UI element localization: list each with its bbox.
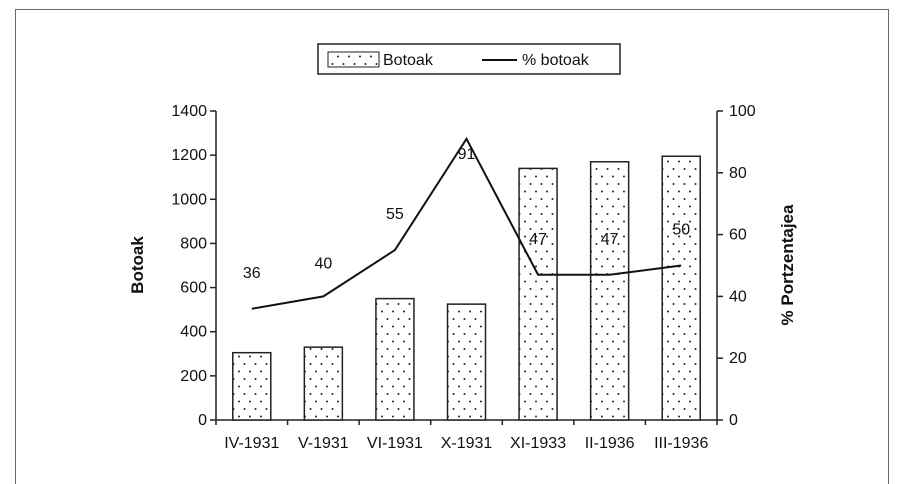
data-labels: 36 40 55 91 47 47 50 — [243, 146, 690, 282]
y-tick-label-right: 40 — [729, 288, 747, 305]
bar — [375, 297, 415, 421]
data-label: 47 — [601, 231, 619, 248]
data-label: 91 — [458, 146, 476, 163]
x-tick-label: III-1936 — [654, 435, 708, 452]
data-label: 50 — [672, 222, 690, 239]
x-ticks: IV-1931 V-1931 VI-1931 X-1931 XI-1933 II-1936… — [215, 420, 718, 452]
line-series — [251, 136, 682, 310]
bar — [446, 303, 487, 421]
bar — [661, 155, 701, 421]
chart-frame — [15, 9, 889, 484]
y-tick-label-left: 1000 — [171, 191, 207, 208]
y-tick-label-left: 800 — [180, 235, 207, 252]
bar — [589, 161, 630, 421]
data-label: 36 — [243, 265, 261, 282]
y-tick-label-right: 0 — [729, 412, 738, 429]
percent-line — [251, 136, 682, 310]
y-tick-label-right: 100 — [729, 103, 756, 120]
y-tick-label-left: 200 — [180, 368, 207, 385]
y-tick-label-right: 20 — [729, 350, 747, 367]
x-tick-label: XI-1933 — [510, 435, 566, 452]
data-label: 55 — [386, 206, 404, 223]
data-label: 47 — [529, 231, 547, 248]
bar — [232, 351, 272, 421]
y-axis-title-left: Botoak — [128, 236, 147, 294]
bars — [232, 155, 701, 421]
x-tick-label: IV-1931 — [224, 435, 279, 452]
legend-box — [317, 43, 621, 75]
x-tick-label: V-1931 — [298, 435, 349, 452]
legend-bar-swatch — [327, 51, 380, 68]
bar — [303, 346, 344, 421]
legend: Botoak % botoak — [317, 43, 621, 75]
y-tick-label-right: 60 — [729, 227, 747, 244]
x-tick-label: II-1936 — [585, 435, 635, 452]
y-tick-label-left: 0 — [198, 412, 207, 429]
y-tick-label-left: 400 — [180, 324, 207, 341]
y-tick-label-right: 80 — [729, 165, 747, 182]
data-label: 40 — [314, 255, 332, 272]
y-tick-label-left: 1200 — [171, 147, 207, 164]
x-tick-label: VI-1931 — [367, 435, 423, 452]
y-tick-label-left: 1400 — [171, 103, 207, 120]
bar — [518, 167, 558, 421]
legend-label-bars: Botoak — [383, 52, 434, 69]
legend-label-line: % botoak — [522, 52, 590, 69]
y-axis-title-right: % Portzentajea — [778, 204, 797, 325]
y-ticks-left: 0 200 400 600 800 1000 1200 1400 — [171, 103, 216, 429]
y-ticks-right: 0 20 40 60 80 100 — [717, 103, 756, 429]
x-tick-label: X-1931 — [441, 435, 493, 452]
y-tick-label-left: 600 — [180, 280, 207, 297]
